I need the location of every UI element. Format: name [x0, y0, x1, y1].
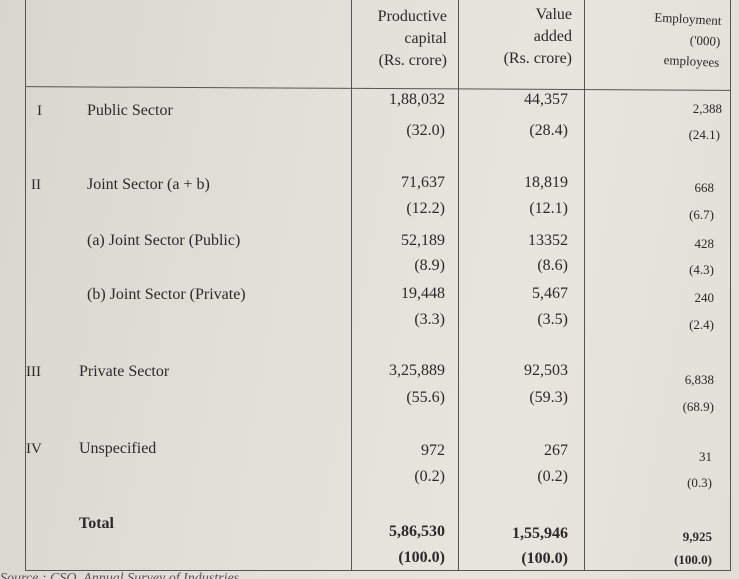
row-label: Private Sector: [79, 363, 170, 380]
cell-value-added: 18,819: [524, 174, 568, 191]
cell-capital: 19,448: [401, 285, 445, 302]
cell-capital-pct: (8.9): [414, 257, 445, 274]
cell-value-added: 44,357: [524, 91, 568, 108]
header-line: (Rs. crore): [378, 52, 447, 69]
row-label: (b) Joint Sector (Private): [87, 286, 246, 303]
cell-capital-pct: (100.0): [398, 549, 445, 566]
row-label: (a) Joint Sector (Public): [87, 232, 241, 249]
header-productive-capital: Productive capital (Rs. crore): [351, 6, 447, 72]
cell-employment: 31: [699, 449, 712, 464]
cell-capital: 3,25,889: [389, 362, 445, 379]
cell-capital-pct: (3.3): [414, 311, 445, 328]
cell-capital: 52,189: [401, 232, 445, 249]
cell-value-added-pct: (28.4): [529, 122, 568, 139]
source-note: Source : CSO, Annual Survey of Industrie…: [0, 571, 240, 579]
cell-employment: 2,388: [692, 101, 722, 116]
cell-capital-pct: (55.6): [406, 389, 445, 406]
cell-capital-pct: (0.2): [414, 468, 445, 485]
cell-value-added-pct: (8.6): [537, 257, 568, 274]
cell-employment: 240: [694, 290, 715, 305]
header-value-added: Value added (Rs. crore): [458, 4, 572, 70]
cell-value-added-pct: (12.1): [529, 200, 568, 217]
cell-value-added: 92,503: [524, 362, 568, 379]
row-label: Unspecified: [79, 440, 157, 457]
sector-table: Productive capital (Rs. crore) Value add…: [25, 0, 731, 571]
row-label: Total: [79, 515, 114, 532]
cell-employment-pct: (2.4): [689, 317, 714, 332]
col-divider: [351, 0, 352, 570]
row-label: Public Sector: [87, 102, 173, 119]
cell-capital-pct: (32.0): [406, 122, 445, 139]
cell-employment: 6,838: [684, 372, 714, 387]
cell-employment: 9,925: [682, 529, 712, 544]
cell-value-added: 13352: [528, 232, 568, 249]
cell-employment-pct: (68.9): [682, 399, 714, 414]
cell-capital-pct: (12.2): [406, 200, 445, 217]
cell-capital: 71,637: [401, 174, 445, 191]
cell-employment-pct: (0.3): [687, 475, 712, 490]
row-number: I: [37, 103, 42, 119]
cell-employment: 668: [694, 180, 715, 195]
row-label: Joint Sector (a + b): [87, 176, 210, 193]
cell-value-added-pct: (59.3): [529, 389, 568, 406]
row-number: IV: [26, 441, 42, 457]
cell-employment-pct: (4.3): [689, 262, 714, 277]
cell-employment-pct: (100.0): [674, 552, 712, 567]
cell-capital: 1,88,032: [389, 91, 445, 108]
cell-value-added-pct: (0.2): [537, 468, 568, 485]
header-line: Productive: [377, 8, 447, 25]
cell-capital: 972: [421, 442, 445, 459]
col-divider: [458, 0, 459, 570]
cell-capital: 5,86,530: [389, 523, 445, 540]
header-line: added: [533, 28, 572, 45]
cell-value-added-pct: (100.0): [521, 550, 568, 567]
header-employment: Employment ('000) employees: [581, 3, 722, 73]
cell-employment: 428: [694, 236, 715, 251]
header-line: capital: [404, 30, 447, 47]
cell-value-added: 1,55,946: [512, 525, 568, 542]
header-line: Value: [535, 6, 572, 23]
col-divider: [584, 0, 585, 570]
cell-employment-pct: (6.7): [689, 207, 714, 222]
cell-value-added: 267: [544, 442, 568, 459]
row-number: II: [31, 177, 41, 193]
header-line: (Rs. crore): [503, 50, 572, 67]
cell-value-added-pct: (3.5): [537, 311, 568, 328]
cell-value-added: 5,467: [532, 285, 568, 302]
cell-employment-pct: (24.1): [688, 127, 720, 142]
row-number: III: [26, 364, 41, 380]
